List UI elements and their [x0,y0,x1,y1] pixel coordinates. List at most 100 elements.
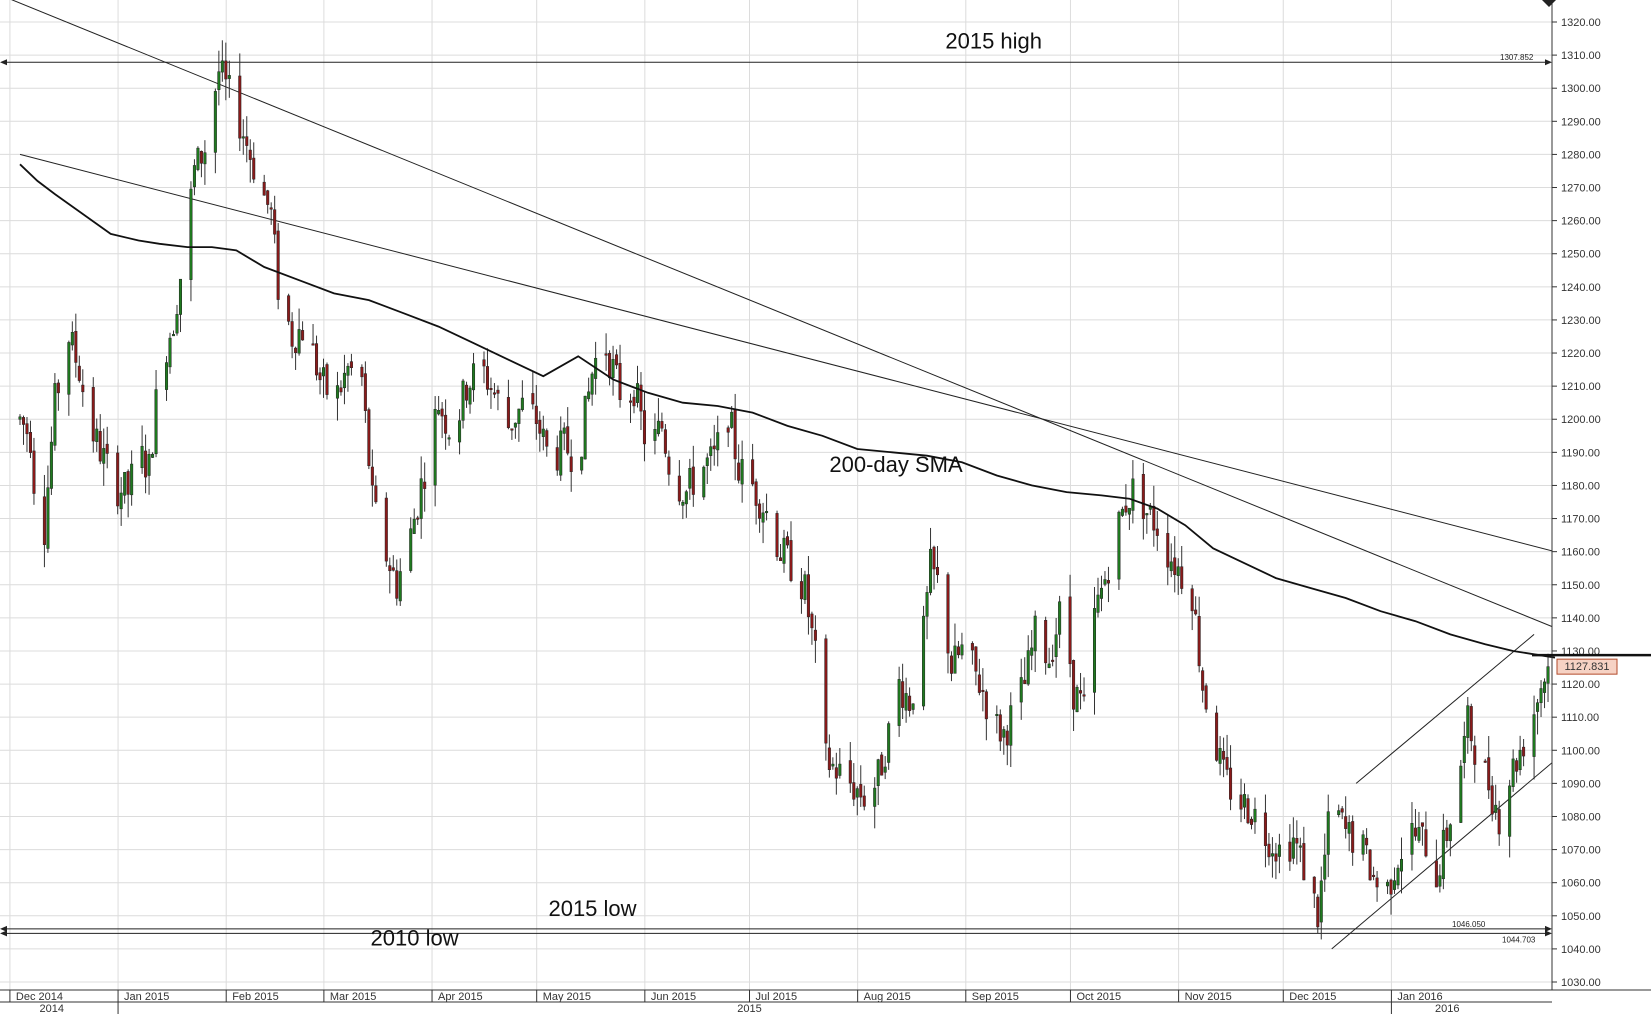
candle [1103,571,1107,587]
candle [925,586,929,640]
y-tick-label: 1310.00 [1561,50,1601,62]
candle [775,510,779,561]
candle [123,472,127,504]
y-tick-label: 1100.00 [1561,745,1600,757]
candle [95,418,99,452]
candle [691,445,695,507]
y-tick-label: 1180.00 [1561,480,1600,492]
candle [53,373,57,451]
y-tick-label: 1120.00 [1561,679,1600,691]
candle [1295,820,1299,865]
candle [388,557,392,594]
candle [1515,757,1519,783]
candle [712,424,716,466]
candle [1424,811,1428,858]
candle [520,380,524,412]
candle [887,721,891,770]
candle [349,353,353,376]
candle [1155,510,1159,551]
candle [848,742,852,793]
candle [726,425,730,448]
level-layer: 1307.852 1046.050 1044.703 [0,53,1552,944]
y-tick-label: 1240.00 [1561,282,1601,294]
candle [1047,647,1051,669]
candle [409,517,413,573]
x-month-label: Jul 2015 [756,991,798,1003]
y-tick-label: 1090.00 [1561,778,1601,790]
candle [1396,864,1400,890]
candle [1002,726,1006,755]
candle [1005,724,1009,766]
candle [1319,866,1323,940]
candle [705,453,709,485]
candle [496,385,500,411]
candle [559,416,563,481]
candle [492,383,496,399]
candle [653,413,657,455]
chart-annotation: 2010 low [371,926,459,951]
candle [468,385,472,414]
candle [960,632,964,660]
candle [322,358,326,398]
candle [419,456,423,539]
candle [785,531,790,549]
candle [147,448,151,495]
y-tick-label: 1140.00 [1561,613,1600,625]
candle [199,150,203,178]
candle [384,492,388,567]
y-tick-label: 1070.00 [1561,845,1601,857]
candle [1173,536,1177,593]
candle [178,278,182,333]
candle [566,407,570,456]
candle [1508,779,1512,858]
x-month-label: Dec 2014 [16,991,63,1003]
candle [1051,644,1055,667]
candle [782,529,786,573]
candle [276,222,280,310]
corner-marker-icon [1542,0,1556,7]
x-year-label: 2015 [737,1003,761,1014]
y-tick-label: 1050.00 [1561,911,1601,923]
candle [248,139,252,183]
candle [1288,824,1292,871]
candle [391,555,395,572]
candle [1417,811,1421,843]
candle [342,354,346,405]
candle [1201,667,1205,703]
candle [929,527,933,596]
candle [810,611,814,645]
candle [740,440,744,503]
level-arrow-left-icon [0,59,7,66]
y-tick-label: 1220.00 [1561,348,1601,360]
candle [1494,784,1498,820]
candle [1490,776,1494,822]
y-tick-label: 1320.00 [1561,17,1601,29]
candle [681,500,685,520]
candle [433,396,437,507]
candle [911,703,915,715]
candle [1389,878,1393,915]
candle [883,756,887,780]
candle [758,499,762,533]
candle [168,332,172,374]
candle [824,634,828,761]
candle [1026,635,1030,686]
level-arrow-left-icon [0,930,7,937]
candle [1546,653,1550,703]
candle [1215,705,1219,762]
candle [1302,826,1306,881]
candle [74,313,78,378]
x-month-label: Jun 2015 [651,991,696,1003]
candle [1351,815,1355,866]
candle [901,663,905,720]
candle [1522,739,1526,767]
y-tick-label: 1200.00 [1561,414,1601,426]
y-tick-label: 1260.00 [1561,216,1601,228]
candle [974,646,978,686]
candle [541,415,545,451]
candle [1117,510,1121,590]
sma-layer [19,163,1556,659]
candle [1438,864,1442,893]
candle [831,757,835,770]
candle [297,308,301,356]
